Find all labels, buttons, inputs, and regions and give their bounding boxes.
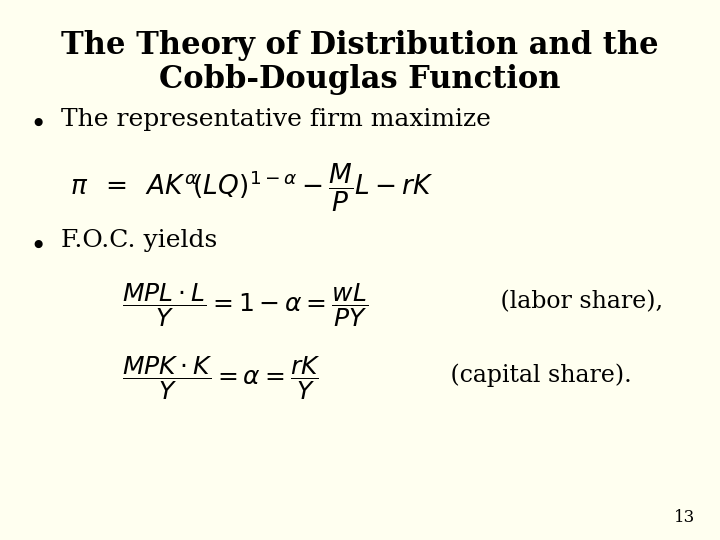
Text: The Theory of Distribution and the: The Theory of Distribution and the — [61, 30, 659, 60]
Text: (capital share).: (capital share). — [443, 363, 631, 387]
Text: (labor share),: (labor share), — [493, 291, 663, 314]
Text: $\pi \;\;=\;\; AK^{\alpha}\!\left(LQ\right)^{1-\alpha} - \dfrac{M}{P}L - rK$: $\pi \;\;=\;\; AK^{\alpha}\!\left(LQ\rig… — [70, 162, 434, 214]
Text: $\dfrac{MPK \cdot K}{Y} = \alpha = \dfrac{rK}{Y}$: $\dfrac{MPK \cdot K}{Y} = \alpha = \dfra… — [122, 354, 321, 402]
Text: 13: 13 — [673, 510, 695, 526]
Text: Cobb-Douglas Function: Cobb-Douglas Function — [159, 64, 561, 94]
Text: $\bullet$: $\bullet$ — [29, 230, 43, 258]
Text: $\dfrac{MPL \cdot L}{Y} = 1 - \alpha = \dfrac{wL}{PY}$: $\dfrac{MPL \cdot L}{Y} = 1 - \alpha = \… — [122, 281, 369, 329]
Text: The representative firm maximize: The representative firm maximize — [61, 108, 491, 131]
Text: F.O.C. yields: F.O.C. yields — [61, 230, 217, 253]
Text: $\bullet$: $\bullet$ — [29, 108, 43, 136]
